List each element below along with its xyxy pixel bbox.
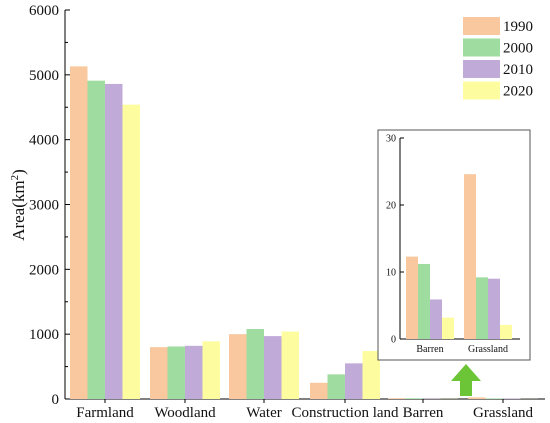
bar-2020-farmland bbox=[122, 104, 140, 399]
bar-2010-water bbox=[264, 336, 282, 399]
legend-label-2020: 2020 bbox=[503, 84, 533, 100]
inset-y-tick-label: 0 bbox=[391, 335, 396, 346]
bar-2020-water bbox=[281, 331, 299, 399]
y-tick-label: 2000 bbox=[29, 262, 59, 278]
bar-2010-grassland bbox=[503, 398, 521, 399]
bar-2000-construction-land bbox=[327, 374, 345, 399]
legend-label-2010: 2010 bbox=[503, 62, 533, 78]
y-tick-label: 1000 bbox=[29, 327, 59, 343]
bar-2010-farmland bbox=[105, 83, 123, 399]
inset-y-tick-label: 30 bbox=[386, 134, 396, 145]
bar-2020-construction-land bbox=[362, 351, 380, 399]
y-axis-label: Area(km2) bbox=[9, 169, 28, 241]
bar-2000-water bbox=[246, 328, 264, 399]
inset-chart: 0 10 20 30 Barren Grassland bbox=[377, 129, 531, 361]
y-tick-label: 3000 bbox=[29, 198, 59, 214]
y-tick-label: 4000 bbox=[29, 133, 59, 149]
bar-1990-woodland bbox=[150, 347, 168, 399]
bar-1990-water bbox=[229, 334, 247, 399]
bar-2010-construction-land bbox=[345, 363, 363, 399]
inset-x-tick-label: Barren bbox=[416, 344, 443, 355]
main-bars bbox=[70, 66, 538, 399]
bar-1990-barren bbox=[388, 398, 406, 399]
inset-bar-2020-grassland bbox=[500, 324, 512, 339]
y-tick-label: 6000 bbox=[29, 3, 59, 19]
legend-label-2000: 2000 bbox=[503, 41, 533, 57]
bar-2020-woodland bbox=[202, 341, 220, 399]
inset-bar-1990-barren bbox=[406, 256, 418, 339]
bar-2000-woodland bbox=[167, 346, 185, 399]
x-tick-label: Grassland bbox=[473, 405, 533, 421]
x-tick-label: Woodland bbox=[154, 405, 216, 421]
x-tick-label: Water bbox=[246, 405, 281, 421]
bar-1990-construction-land bbox=[310, 382, 328, 399]
bar-2000-barren bbox=[405, 398, 423, 399]
inset-bar-2000-grassland bbox=[476, 277, 488, 339]
inset-y-tick-label: 20 bbox=[386, 201, 396, 212]
inset-bar-2010-grassland bbox=[488, 278, 500, 339]
up-arrow-icon bbox=[451, 364, 481, 396]
legend-swatch-1990 bbox=[463, 17, 500, 35]
x-tick-label: Construction land bbox=[291, 405, 399, 421]
inset-y-tick-label: 10 bbox=[386, 268, 396, 279]
y-tick-label: 5000 bbox=[29, 68, 59, 84]
inset-bar-2020-barren bbox=[442, 317, 454, 339]
x-tick-label: Barren bbox=[403, 405, 444, 421]
legend-label-1990: 1990 bbox=[503, 19, 533, 35]
inset-bar-2000-barren bbox=[418, 263, 430, 339]
legend-swatch-2000 bbox=[463, 38, 500, 57]
up-arrow-shape bbox=[451, 364, 481, 396]
bar-1990-grassland bbox=[468, 397, 486, 399]
bar-2000-farmland bbox=[87, 80, 105, 399]
bar-2010-woodland bbox=[185, 345, 203, 399]
legend: 1990 2000 2010 2020 bbox=[463, 17, 533, 100]
inset-bar-2010-barren bbox=[430, 299, 442, 339]
x-tick-label: Farmland bbox=[76, 405, 134, 421]
main-axes: 0 1000 2000 3000 4000 5000 6000 Farmland Woodlan… bbox=[29, 3, 545, 421]
legend-swatch-2010 bbox=[463, 60, 500, 78]
bar-2000-grassland bbox=[485, 398, 503, 399]
y-tick-label: 0 bbox=[52, 392, 60, 408]
bar-1990-farmland bbox=[70, 66, 88, 399]
legend-swatch-2020 bbox=[463, 81, 500, 100]
inset-x-tick-label: Grassland bbox=[468, 344, 508, 355]
inset-bar-1990-grassland bbox=[464, 174, 476, 339]
